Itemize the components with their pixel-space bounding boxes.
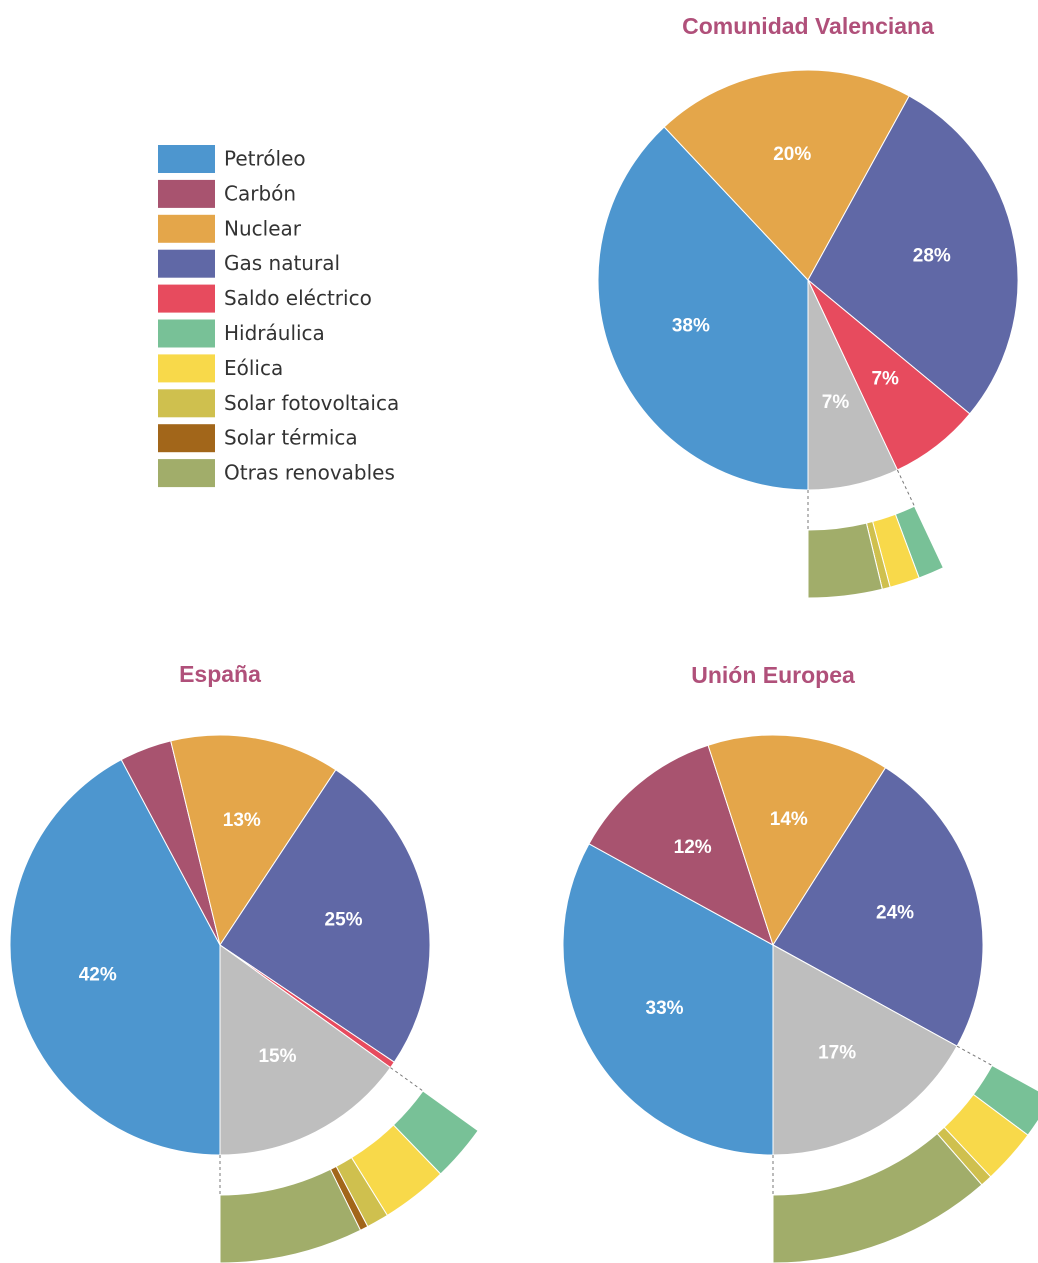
chart-title: Unión Europea	[691, 662, 855, 688]
pie-slice	[663, 69, 910, 281]
pie-slice	[707, 734, 887, 947]
chart-title: Comunidad Valenciana	[682, 13, 934, 39]
pie-slice	[588, 744, 774, 947]
legend-swatch	[158, 214, 215, 243]
connector	[390, 1067, 424, 1092]
value-label: 28%	[913, 245, 951, 266]
pie-slice	[772, 767, 984, 1047]
value-label: 33%	[646, 998, 684, 1019]
connector	[956, 1045, 993, 1066]
value-label: 15%	[258, 1046, 296, 1067]
value-label: 38%	[672, 315, 710, 336]
value-label: 7%	[871, 369, 899, 390]
ring-segment	[219, 1168, 362, 1263]
legend-swatch	[158, 179, 215, 208]
pie-slice	[170, 734, 337, 947]
value-label: 24%	[876, 903, 914, 924]
legend-label: Petróleo	[224, 147, 306, 171]
legend-swatch	[158, 389, 215, 418]
pie-slice	[772, 944, 958, 1156]
pie-slice	[562, 843, 774, 1156]
value-label: 12%	[674, 837, 712, 858]
legend-label: Carbón	[224, 181, 296, 205]
legend-swatch	[158, 145, 215, 173]
value-label: 7%	[822, 392, 850, 413]
value-label: 17%	[818, 1042, 856, 1063]
legend-swatch	[158, 459, 215, 488]
legend-swatch	[158, 284, 215, 313]
pie-slice	[807, 95, 1019, 415]
legend-label: Hidráulica	[224, 321, 325, 345]
ring-segment	[772, 1132, 983, 1263]
value-label: 25%	[325, 909, 363, 930]
legend-swatch	[158, 319, 215, 348]
legend-label: Gas natural	[224, 251, 340, 275]
value-label: 14%	[770, 809, 808, 830]
value-label: 20%	[773, 144, 811, 165]
connector	[896, 469, 915, 507]
legend-label: Solar térmica	[224, 426, 358, 450]
legend-label: Eólica	[224, 356, 283, 380]
legend-label: Nuclear	[224, 216, 302, 240]
pie-slice	[597, 126, 809, 491]
pie-slice	[9, 758, 221, 1156]
legend-label: Saldo eléctrico	[224, 286, 372, 310]
pie-slice	[219, 769, 431, 1063]
legend-label: Solar fotovoltaica	[224, 391, 399, 415]
legend-swatch	[158, 424, 215, 453]
pie-slice	[219, 944, 392, 1156]
ring-segment	[807, 522, 883, 599]
value-label: 42%	[79, 965, 117, 986]
chart-title: España	[179, 661, 261, 687]
value-label: 13%	[223, 810, 261, 831]
legend-swatch	[158, 249, 215, 278]
legend-swatch	[158, 354, 215, 383]
legend-label: Otras renovables	[224, 461, 395, 485]
